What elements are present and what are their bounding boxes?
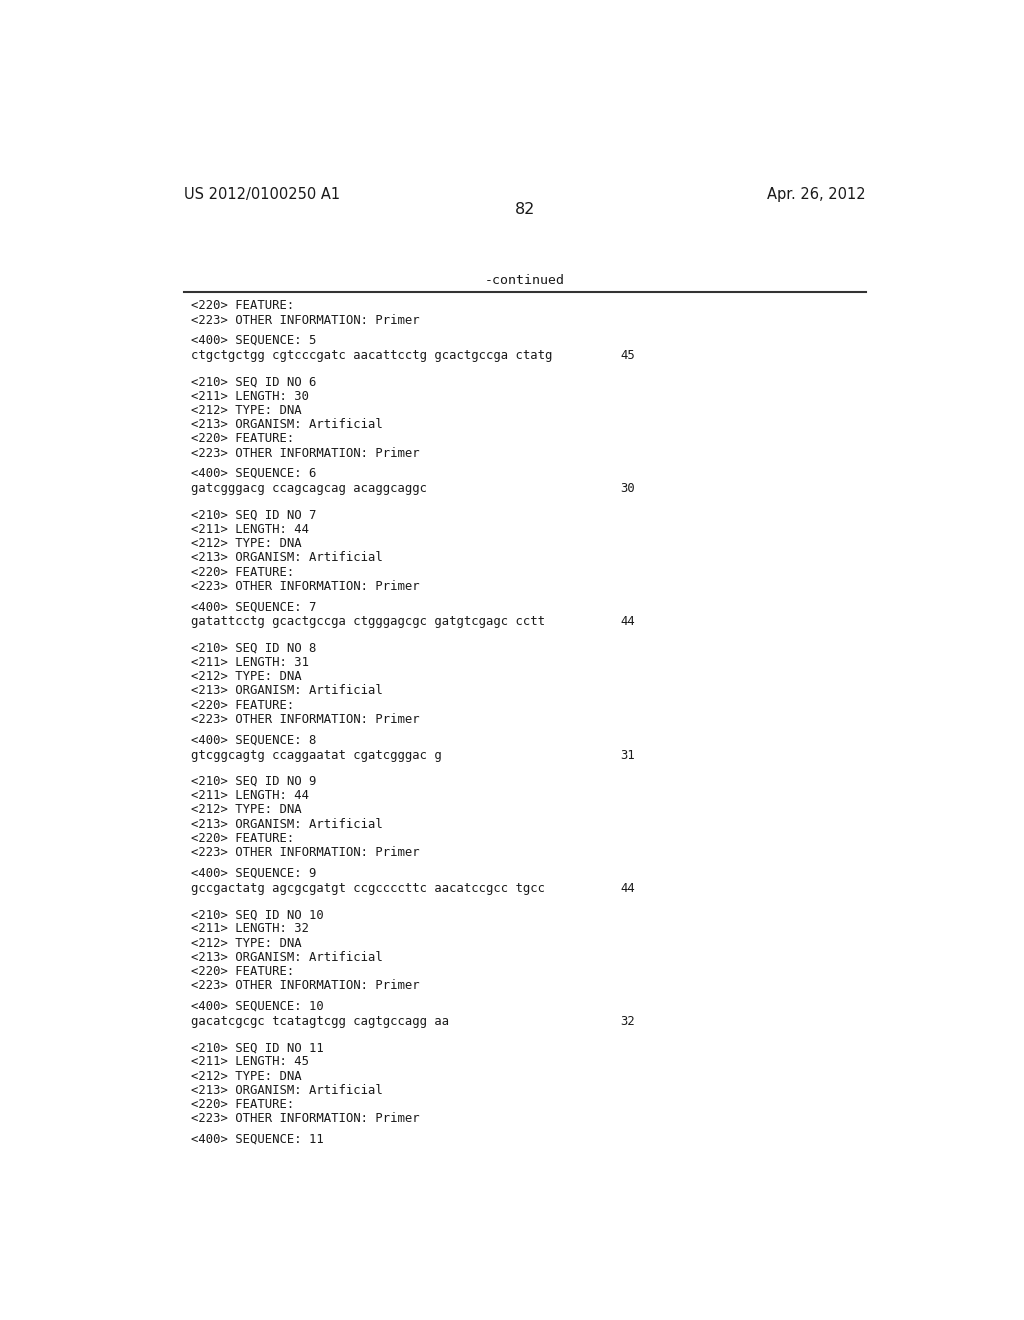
- Text: 82: 82: [515, 202, 535, 216]
- Text: <220> FEATURE:: <220> FEATURE:: [191, 565, 295, 578]
- Text: <400> SEQUENCE: 7: <400> SEQUENCE: 7: [191, 601, 316, 612]
- Text: <400> SEQUENCE: 11: <400> SEQUENCE: 11: [191, 1133, 325, 1146]
- Text: <223> OTHER INFORMATION: Primer: <223> OTHER INFORMATION: Primer: [191, 579, 420, 593]
- Text: 32: 32: [620, 1015, 635, 1028]
- Text: <211> LENGTH: 45: <211> LENGTH: 45: [191, 1056, 309, 1068]
- Text: <220> FEATURE:: <220> FEATURE:: [191, 300, 295, 313]
- Text: <210> SEQ ID NO 6: <210> SEQ ID NO 6: [191, 375, 316, 388]
- Text: <223> OTHER INFORMATION: Primer: <223> OTHER INFORMATION: Primer: [191, 314, 420, 326]
- Text: ctgctgctgg cgtcccgatc aacattcctg gcactgccga ctatg: ctgctgctgg cgtcccgatc aacattcctg gcactgc…: [191, 348, 553, 362]
- Text: <213> ORGANISM: Artificial: <213> ORGANISM: Artificial: [191, 1084, 383, 1097]
- Text: <223> OTHER INFORMATION: Primer: <223> OTHER INFORMATION: Primer: [191, 446, 420, 459]
- Text: <220> FEATURE:: <220> FEATURE:: [191, 1098, 295, 1111]
- Text: <212> TYPE: DNA: <212> TYPE: DNA: [191, 537, 302, 550]
- Text: <211> LENGTH: 44: <211> LENGTH: 44: [191, 789, 309, 803]
- Text: <400> SEQUENCE: 8: <400> SEQUENCE: 8: [191, 734, 316, 746]
- Text: <212> TYPE: DNA: <212> TYPE: DNA: [191, 937, 302, 949]
- Text: <212> TYPE: DNA: <212> TYPE: DNA: [191, 671, 302, 684]
- Text: <210> SEQ ID NO 11: <210> SEQ ID NO 11: [191, 1041, 325, 1055]
- Text: <223> OTHER INFORMATION: Primer: <223> OTHER INFORMATION: Primer: [191, 1113, 420, 1126]
- Text: <212> TYPE: DNA: <212> TYPE: DNA: [191, 1069, 302, 1082]
- Text: US 2012/0100250 A1: US 2012/0100250 A1: [183, 187, 340, 202]
- Text: <211> LENGTH: 32: <211> LENGTH: 32: [191, 923, 309, 936]
- Text: <212> TYPE: DNA: <212> TYPE: DNA: [191, 404, 302, 417]
- Text: gtcggcagtg ccaggaatat cgatcgggac g: gtcggcagtg ccaggaatat cgatcgggac g: [191, 748, 442, 762]
- Text: gatcgggacg ccagcagcag acaggcaggc: gatcgggacg ccagcagcag acaggcaggc: [191, 482, 427, 495]
- Text: gatattcctg gcactgccga ctgggagcgc gatgtcgagc cctt: gatattcctg gcactgccga ctgggagcgc gatgtcg…: [191, 615, 546, 628]
- Text: 44: 44: [620, 615, 635, 628]
- Text: <213> ORGANISM: Artificial: <213> ORGANISM: Artificial: [191, 950, 383, 964]
- Text: <220> FEATURE:: <220> FEATURE:: [191, 965, 295, 978]
- Text: <220> FEATURE:: <220> FEATURE:: [191, 433, 295, 445]
- Text: 45: 45: [620, 348, 635, 362]
- Text: <213> ORGANISM: Artificial: <213> ORGANISM: Artificial: [191, 418, 383, 432]
- Text: <213> ORGANISM: Artificial: <213> ORGANISM: Artificial: [191, 685, 383, 697]
- Text: <400> SEQUENCE: 6: <400> SEQUENCE: 6: [191, 467, 316, 480]
- Text: <400> SEQUENCE: 10: <400> SEQUENCE: 10: [191, 999, 325, 1012]
- Text: 44: 44: [620, 882, 635, 895]
- Text: gacatcgcgc tcatagtcgg cagtgccagg aa: gacatcgcgc tcatagtcgg cagtgccagg aa: [191, 1015, 450, 1028]
- Text: <223> OTHER INFORMATION: Primer: <223> OTHER INFORMATION: Primer: [191, 979, 420, 993]
- Text: 31: 31: [620, 748, 635, 762]
- Text: 30: 30: [620, 482, 635, 495]
- Text: <213> ORGANISM: Artificial: <213> ORGANISM: Artificial: [191, 552, 383, 565]
- Text: <210> SEQ ID NO 10: <210> SEQ ID NO 10: [191, 908, 325, 921]
- Text: <223> OTHER INFORMATION: Primer: <223> OTHER INFORMATION: Primer: [191, 846, 420, 859]
- Text: <210> SEQ ID NO 9: <210> SEQ ID NO 9: [191, 775, 316, 788]
- Text: <223> OTHER INFORMATION: Primer: <223> OTHER INFORMATION: Primer: [191, 713, 420, 726]
- Text: <400> SEQUENCE: 9: <400> SEQUENCE: 9: [191, 866, 316, 879]
- Text: <211> LENGTH: 44: <211> LENGTH: 44: [191, 523, 309, 536]
- Text: <211> LENGTH: 30: <211> LENGTH: 30: [191, 389, 309, 403]
- Text: <211> LENGTH: 31: <211> LENGTH: 31: [191, 656, 309, 669]
- Text: <220> FEATURE:: <220> FEATURE:: [191, 832, 295, 845]
- Text: <210> SEQ ID NO 7: <210> SEQ ID NO 7: [191, 508, 316, 521]
- Text: gccgactatg agcgcgatgt ccgccccttc aacatccgcc tgcc: gccgactatg agcgcgatgt ccgccccttc aacatcc…: [191, 882, 546, 895]
- Text: <213> ORGANISM: Artificial: <213> ORGANISM: Artificial: [191, 817, 383, 830]
- Text: Apr. 26, 2012: Apr. 26, 2012: [767, 187, 866, 202]
- Text: <220> FEATURE:: <220> FEATURE:: [191, 698, 295, 711]
- Text: <212> TYPE: DNA: <212> TYPE: DNA: [191, 804, 302, 816]
- Text: <210> SEQ ID NO 8: <210> SEQ ID NO 8: [191, 642, 316, 655]
- Text: -continued: -continued: [484, 273, 565, 286]
- Text: <400> SEQUENCE: 5: <400> SEQUENCE: 5: [191, 334, 316, 347]
